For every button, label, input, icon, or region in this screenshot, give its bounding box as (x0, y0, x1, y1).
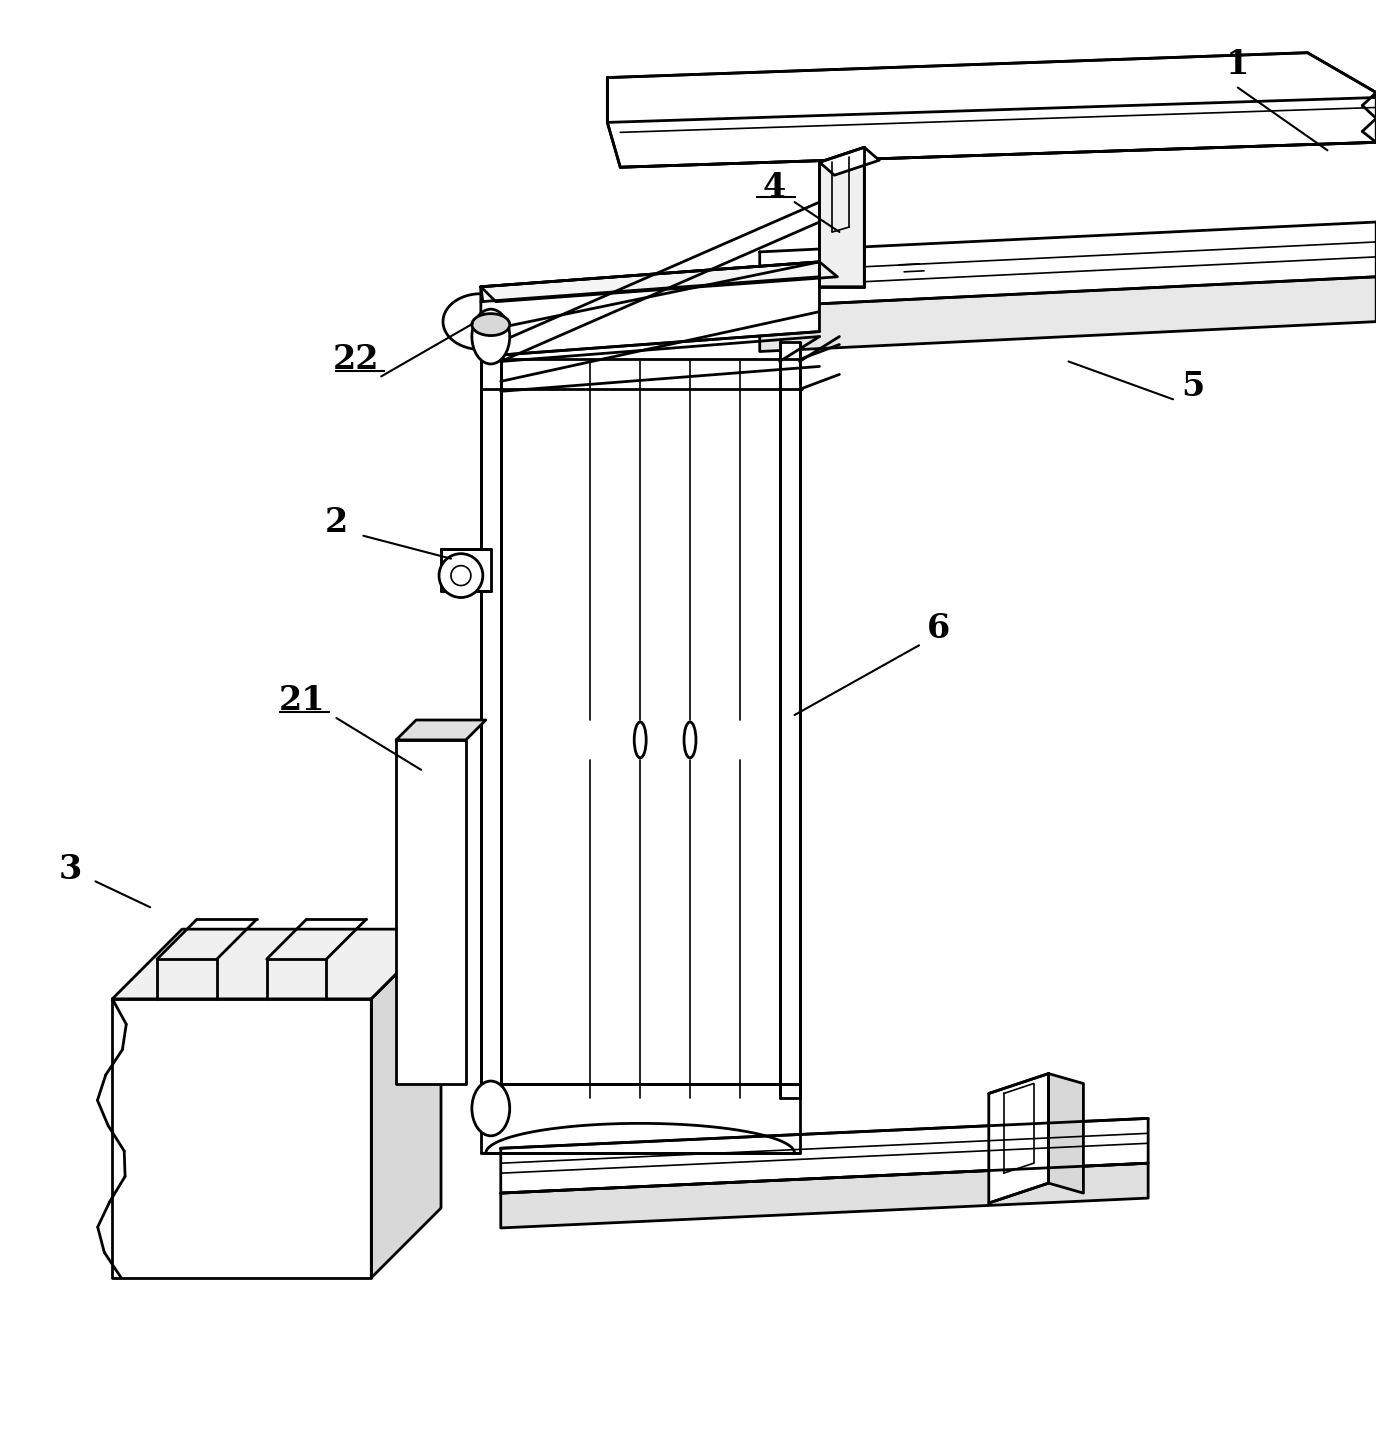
Text: 5: 5 (1182, 370, 1205, 403)
Polygon shape (1048, 1074, 1084, 1193)
Polygon shape (481, 1084, 800, 1153)
Ellipse shape (472, 1081, 510, 1136)
Text: 6: 6 (927, 612, 950, 646)
Polygon shape (607, 53, 1376, 167)
Ellipse shape (472, 310, 510, 365)
Polygon shape (112, 929, 441, 999)
Polygon shape (371, 929, 441, 1278)
Ellipse shape (472, 314, 510, 336)
Polygon shape (441, 549, 491, 591)
Polygon shape (396, 720, 485, 739)
Text: 22: 22 (334, 343, 379, 376)
Text: 2: 2 (325, 506, 348, 539)
Polygon shape (481, 262, 819, 356)
Polygon shape (501, 1163, 1149, 1228)
Polygon shape (819, 147, 865, 287)
Text: 1: 1 (1226, 48, 1249, 81)
Polygon shape (989, 1074, 1048, 1203)
Text: 4: 4 (763, 170, 786, 203)
Ellipse shape (684, 722, 696, 758)
Polygon shape (760, 277, 1376, 352)
Polygon shape (819, 147, 880, 176)
Polygon shape (779, 342, 800, 1098)
Polygon shape (481, 262, 837, 301)
Polygon shape (501, 1118, 1149, 1193)
Text: 21: 21 (279, 683, 325, 716)
Text: 3: 3 (59, 853, 83, 886)
Polygon shape (481, 342, 501, 1098)
Polygon shape (396, 739, 466, 1084)
Circle shape (439, 553, 483, 598)
Ellipse shape (634, 722, 647, 758)
Polygon shape (760, 222, 1376, 307)
Polygon shape (112, 999, 371, 1278)
